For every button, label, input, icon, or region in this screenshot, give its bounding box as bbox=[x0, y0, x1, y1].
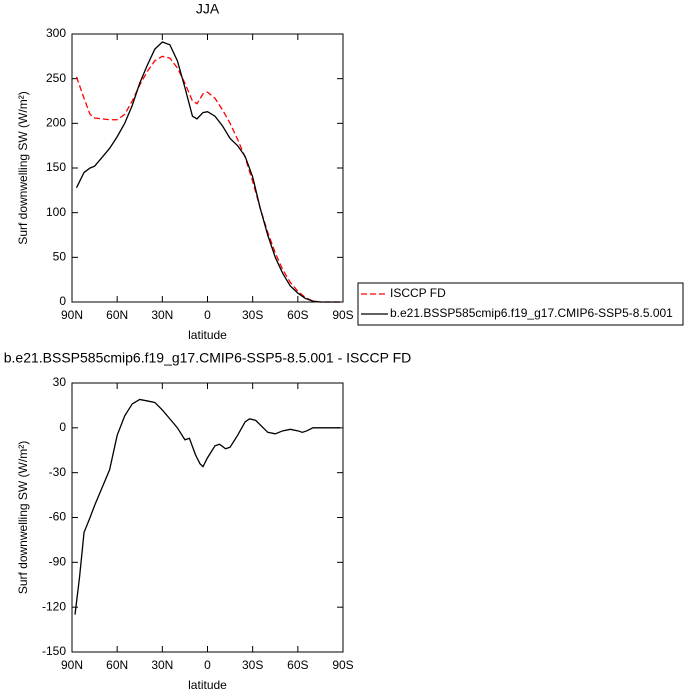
y-tick-label: -60 bbox=[49, 510, 67, 524]
x-axis-label: latitude bbox=[188, 678, 227, 692]
y-tick-label: 150 bbox=[46, 160, 66, 174]
y-tick-label: 0 bbox=[59, 420, 66, 434]
x-tick-label: 0 bbox=[204, 658, 211, 672]
y-tick-label: 200 bbox=[46, 116, 66, 130]
chart-title: b.e21.BSSP585cmip6.f19_g17.CMIP6-SSP5-8.… bbox=[4, 350, 412, 366]
legend-label: b.e21.BSSP585cmip6.f19_g17.CMIP6-SSP5-8.… bbox=[390, 306, 673, 320]
data-line bbox=[74, 398, 340, 615]
data-line bbox=[75, 55, 340, 303]
plot-frame bbox=[71, 33, 344, 303]
chart-title: JJA bbox=[196, 1, 220, 17]
x-tick-label: 90S bbox=[332, 308, 353, 322]
legend-label: ISCCP FD bbox=[390, 286, 446, 300]
y-tick-label: 100 bbox=[46, 205, 66, 219]
y-tick-label: -120 bbox=[42, 599, 66, 613]
y-axis-label: Surf downwelling SW (W/m²) bbox=[16, 91, 30, 244]
x-tick-label: 60S bbox=[287, 658, 308, 672]
x-tick-label: 30N bbox=[151, 308, 173, 322]
x-tick-label: 60N bbox=[106, 308, 128, 322]
x-tick-label: 30N bbox=[151, 658, 173, 672]
y-tick-label: -150 bbox=[42, 644, 66, 658]
x-tick-label: 90N bbox=[61, 308, 83, 322]
x-tick-label: 30S bbox=[242, 308, 263, 322]
y-tick-label: 300 bbox=[46, 26, 66, 40]
x-tick-label: 60N bbox=[106, 658, 128, 672]
y-tick-label: 50 bbox=[53, 250, 67, 264]
x-tick-label: 90S bbox=[332, 658, 353, 672]
plot-frame bbox=[71, 382, 344, 653]
data-line bbox=[75, 41, 340, 303]
y-tick-label: -90 bbox=[49, 555, 67, 569]
x-tick-label: 30S bbox=[242, 658, 263, 672]
y-tick-label: -30 bbox=[49, 465, 67, 479]
y-tick-label: 250 bbox=[46, 71, 66, 85]
y-tick-label: 0 bbox=[59, 294, 66, 308]
x-tick-label: 0 bbox=[204, 308, 211, 322]
x-axis-label: latitude bbox=[188, 328, 227, 342]
legend-box bbox=[357, 282, 684, 326]
y-axis-label: Surf downwelling SW (W/m²) bbox=[16, 441, 30, 594]
x-tick-label: 90N bbox=[61, 658, 83, 672]
y-tick-label: 30 bbox=[53, 375, 67, 389]
x-tick-label: 60S bbox=[287, 308, 308, 322]
